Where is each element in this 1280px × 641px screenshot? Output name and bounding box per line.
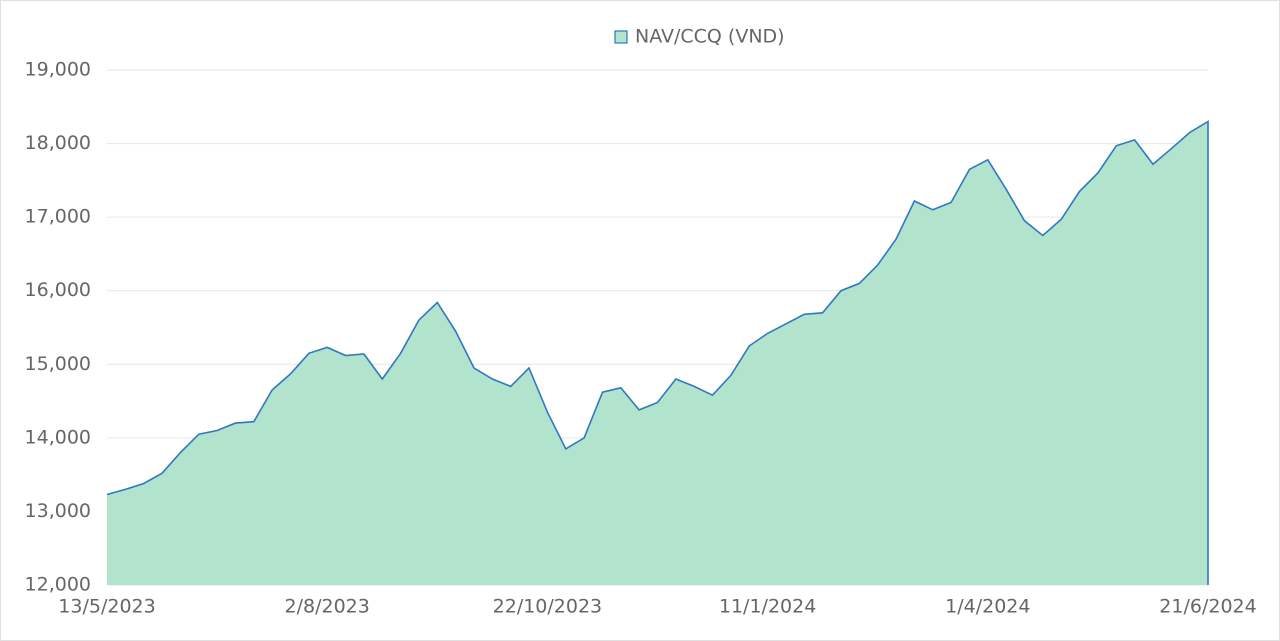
- x-tick-label: 22/10/2023: [493, 596, 603, 618]
- y-tick-label: 17,000: [25, 206, 91, 228]
- x-tick-label: 21/6/2024: [1159, 596, 1256, 618]
- x-tick-label: 1/4/2024: [945, 596, 1030, 618]
- legend-label: NAV/CCQ (VND): [635, 26, 785, 48]
- area-line: [106, 120, 1209, 585]
- x-tick-label: 13/5/2023: [58, 596, 155, 618]
- legend-swatch: [614, 30, 628, 44]
- y-tick-label: 18,000: [25, 132, 91, 154]
- y-tick-label: 12,000: [25, 574, 91, 596]
- y-tick-label: 15,000: [25, 353, 91, 375]
- area: [107, 121, 1208, 585]
- y-tick-label: 13,000: [25, 500, 91, 522]
- y-tick-label: 14,000: [25, 426, 91, 448]
- y-tick-label: 19,000: [25, 59, 91, 81]
- x-tick-label: 2/8/2023: [285, 596, 370, 618]
- x-tick-label: 11/1/2024: [719, 596, 816, 618]
- y-tick-label: 16,000: [25, 279, 91, 301]
